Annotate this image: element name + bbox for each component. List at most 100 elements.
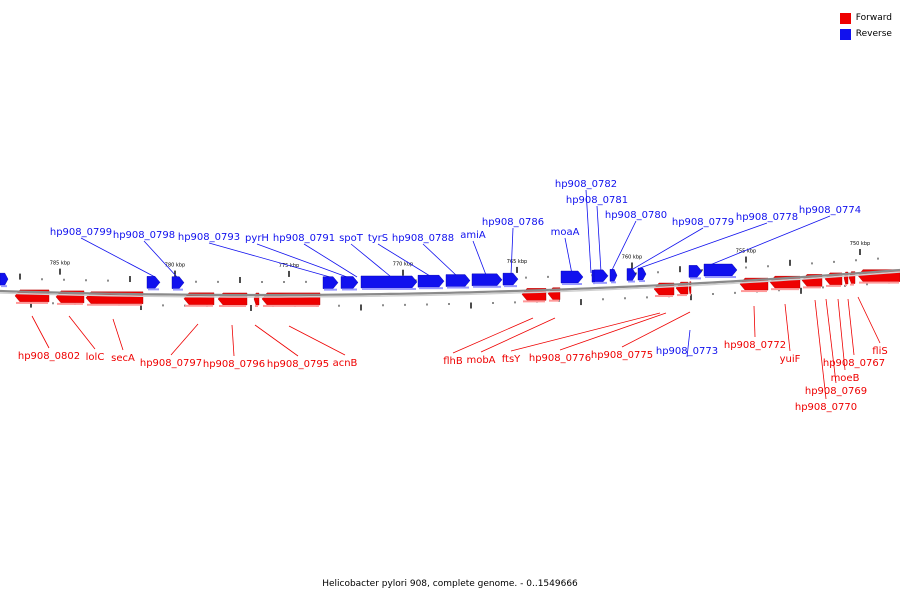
scale-label: 750 kbp xyxy=(850,241,870,247)
leader-line xyxy=(632,227,704,270)
forward-gene-label: hp908_0769 xyxy=(805,386,867,397)
gene-arrows xyxy=(0,263,900,307)
leader-line xyxy=(564,237,573,275)
strand-legend: Forward Reverse xyxy=(839,10,892,42)
gene-arrow-shade xyxy=(655,294,673,297)
leader-line xyxy=(847,298,855,356)
reverse-gene-arrow xyxy=(171,276,185,289)
reverse-gene-arrow xyxy=(417,274,445,288)
scale-label: 785 kbp xyxy=(50,261,70,267)
gene-arrow-shade xyxy=(16,301,48,304)
scale-label: 780 kbp xyxy=(165,263,185,269)
forward-gene-label: flhB xyxy=(443,356,463,367)
reverse-gene-arrow xyxy=(703,263,738,277)
reverse-gene-arrow xyxy=(593,269,609,283)
reverse-gene-label: hp908_0798 xyxy=(113,230,175,241)
gene-arrow-shade xyxy=(173,288,183,291)
leader-line xyxy=(288,325,346,356)
forward-gene-label: hp908_0795 xyxy=(267,359,329,370)
forward-gene-label: mobA xyxy=(466,355,495,366)
scale-label: 760 kbp xyxy=(622,254,642,260)
reverse-swatch xyxy=(839,28,851,40)
gene-arrow-shade xyxy=(362,287,416,290)
forward-gene-label: lolC xyxy=(86,352,105,363)
reverse-gene-label: hp908_0793 xyxy=(178,232,240,243)
gene-arrow-shade xyxy=(219,304,246,307)
gene-arrow-shade xyxy=(690,277,701,280)
forward-gene-label: hp908_0776 xyxy=(529,353,591,364)
scale-label: 770 kbp xyxy=(393,262,413,268)
leader-line xyxy=(452,317,534,354)
genome-caption: Helicobacter pylori 908, complete genome… xyxy=(322,579,578,589)
reverse-gene-arrow xyxy=(626,268,637,281)
legend-forward: Forward xyxy=(839,10,892,26)
legend-forward-label: Forward xyxy=(855,13,892,23)
forward-gene-label: yuiF xyxy=(780,354,801,365)
reverse-gene-label: hp908_0774 xyxy=(799,205,861,216)
reverse-gene-label: hp908_0780 xyxy=(605,210,667,221)
forward-gene-label: hp908_0797 xyxy=(140,358,202,369)
leader-line xyxy=(784,303,791,352)
forward-gene-label: hp908_0802 xyxy=(18,351,80,362)
reverse-gene-label: amiA xyxy=(460,230,486,241)
leader-line xyxy=(472,240,487,276)
gene-arrow-shade xyxy=(628,280,635,283)
leader-line xyxy=(510,227,514,276)
gene-arrow-shade xyxy=(549,299,559,302)
scale-label: 765 kbp xyxy=(507,259,527,265)
scale-labels: 785 kbp 780 kbp 775 kbp 770 kbp 765 kbp 760 k… xyxy=(50,241,870,269)
gene-arrow-shade xyxy=(771,288,799,291)
forward-gene-label: hp908_0767 xyxy=(823,358,885,369)
gene-arrow-shade xyxy=(593,282,595,285)
forward-gene-label: hp908_0772 xyxy=(724,340,786,351)
leader-line xyxy=(256,243,348,278)
gene-arrow-shade xyxy=(473,285,501,288)
leader-line xyxy=(686,329,691,358)
forward-gene-label: secA xyxy=(111,353,135,364)
leader-line xyxy=(254,324,299,357)
leader-line xyxy=(857,296,881,344)
forward-gene-label: ftsY xyxy=(502,354,521,365)
reverse-gene-arrow xyxy=(502,272,519,286)
leader-line xyxy=(837,298,846,371)
reverse-gene-arrow xyxy=(340,276,359,289)
leader-line xyxy=(68,315,96,350)
gene-arrow-shade xyxy=(419,287,443,290)
gene-arrow-shade xyxy=(562,283,582,286)
gene-labels: hp908_0799 hp908_0798 hp908_0793 pyrH hp908_… xyxy=(18,179,888,413)
leader-line xyxy=(585,189,592,274)
reverse-gene-label: hp908_0791 xyxy=(273,233,335,244)
leader-line xyxy=(753,305,756,338)
gene-arrow-shade xyxy=(826,284,841,287)
reverse-gene-label: pyrH xyxy=(245,233,269,244)
leader-line xyxy=(704,215,831,268)
reverse-gene-label: hp908_0773 xyxy=(656,346,718,357)
gene-arrow-shade xyxy=(677,294,687,297)
gene-arrow-shade xyxy=(523,300,545,303)
gene-arrow-shade xyxy=(342,288,357,291)
gene-arrow-shade xyxy=(639,280,645,283)
leader-line xyxy=(611,220,637,271)
forward-gene-label: hp908_0775 xyxy=(591,350,653,361)
reverse-gene-label: moaA xyxy=(551,227,580,238)
legend-reverse-label: Reverse xyxy=(855,29,892,39)
gene-arrow-shade xyxy=(690,293,691,296)
leader-line xyxy=(480,317,556,353)
reverse-gene-arrow xyxy=(360,275,418,289)
leader-line xyxy=(170,323,199,356)
forward-swatch xyxy=(839,12,851,24)
leader-line xyxy=(596,205,602,273)
leader-line xyxy=(303,243,358,278)
gene-arrow-shade xyxy=(57,302,83,305)
reverse-gene-arrow xyxy=(471,273,503,287)
gene-arrow-shade xyxy=(859,281,899,284)
leader-line xyxy=(208,242,331,278)
leader-line xyxy=(377,243,431,277)
leader-line xyxy=(639,222,768,269)
gene-arrow-shade xyxy=(803,286,821,289)
gene-arrow-shade xyxy=(324,288,337,291)
reverse-gene-arrow xyxy=(560,270,584,284)
reverse-gene-label: hp908_0782 xyxy=(555,179,617,190)
legend-reverse: Reverse xyxy=(839,26,892,42)
